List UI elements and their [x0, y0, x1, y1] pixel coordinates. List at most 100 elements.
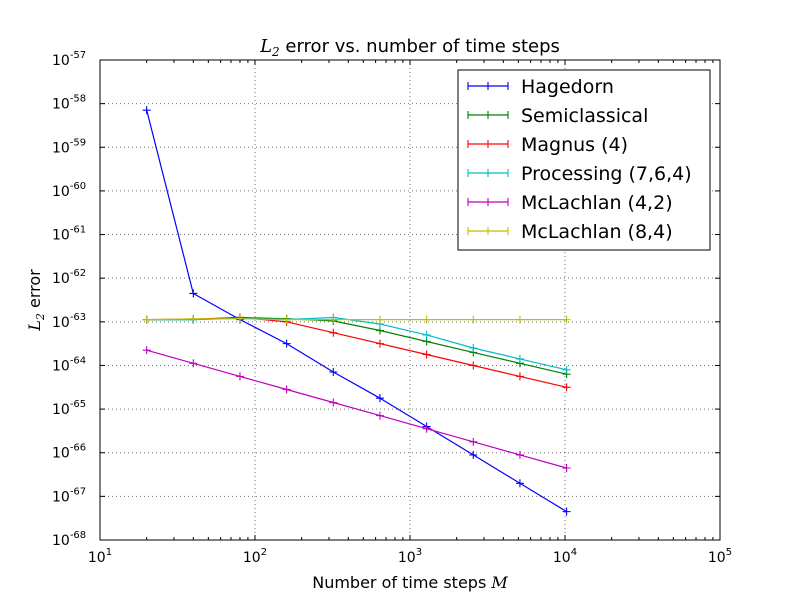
data-point	[515, 372, 524, 381]
data-point	[375, 315, 384, 324]
legend-marker-ends	[467, 227, 509, 235]
x-tick-label-exp: 5	[726, 547, 732, 558]
data-point	[422, 330, 431, 339]
data-point	[142, 106, 151, 115]
y-tick-label-exp: -65	[70, 399, 86, 410]
chart-title-sub: 2	[271, 45, 280, 59]
legend-item: Processing (7,6,4)	[467, 163, 692, 185]
data-point	[189, 359, 198, 368]
legend-item: Magnus (4)	[467, 134, 628, 156]
data-point	[562, 365, 571, 374]
data-point	[515, 450, 524, 459]
legend-marker-ends	[467, 198, 509, 206]
legend-box	[457, 69, 711, 251]
legend-label: Hagedorn	[521, 76, 614, 98]
ticks	[99, 59, 721, 541]
legend-label: McLachlan (8,4)	[521, 221, 673, 243]
y-tick-label-base: 10	[52, 315, 70, 331]
y-tick-label-exp: -58	[70, 94, 86, 105]
y-tick-label-exp: -62	[70, 268, 86, 279]
legend-marker-ends	[467, 111, 509, 119]
series-line	[146, 318, 567, 321]
x-tick-label-exp: 2	[261, 547, 267, 558]
series-line	[146, 349, 567, 469]
y-tick-label: 10-68	[52, 530, 86, 549]
data-point	[515, 479, 524, 488]
x-axis-label-var: M	[490, 573, 508, 592]
y-tick-label-base: 10	[52, 53, 70, 69]
y-tick-label: 10-62	[52, 268, 86, 287]
legend-item: Semiclassical	[467, 105, 648, 127]
data-point	[282, 315, 291, 324]
legend-item: McLachlan (8,4)	[467, 221, 673, 243]
data-point	[235, 372, 244, 381]
y-tick-label: 10-66	[52, 443, 86, 462]
x-tick-label-exp: 3	[416, 547, 422, 558]
data-point	[469, 344, 478, 352]
data-point	[562, 507, 571, 516]
y-tick-label-exp: -68	[70, 530, 86, 541]
x-tick-label-base: 10	[708, 550, 726, 566]
y-tick-label-exp: -63	[70, 312, 86, 323]
data-point	[142, 315, 151, 324]
x-tick-label-base: 10	[88, 550, 106, 566]
y-axis-label-suffix: error	[25, 269, 44, 313]
legend-marker-ends	[467, 140, 509, 148]
chart-title-prefix: L	[259, 36, 272, 57]
legend-marker-ends	[467, 82, 509, 90]
y-tick-label: 10-61	[52, 225, 86, 244]
x-tick-label-exp: 4	[571, 547, 577, 558]
x-tick-label: 104	[553, 547, 577, 566]
data-point	[235, 314, 244, 323]
y-tick-label-exp: -66	[70, 443, 86, 454]
x-tick-label: 105	[708, 547, 732, 566]
data-point	[189, 314, 198, 323]
data-point	[422, 350, 431, 359]
chart-title: L2 error vs. number of time steps	[259, 36, 560, 59]
y-tick-label: 10-64	[52, 355, 86, 374]
data-point	[375, 339, 384, 348]
y-tick-label: 10-60	[52, 181, 86, 200]
y-tick-label-base: 10	[52, 140, 70, 156]
legend-marker	[484, 227, 492, 235]
y-tick-label-base: 10	[52, 97, 70, 113]
y-tick-label: 10-59	[52, 137, 86, 156]
legend-marker	[484, 140, 492, 148]
series-mclachlan-8-4	[142, 314, 571, 324]
legend-marker	[484, 169, 492, 177]
y-tick-label-exp: -61	[70, 225, 86, 236]
y-tick-label: 10-65	[52, 399, 86, 418]
data-point	[329, 368, 338, 376]
data-point	[469, 361, 478, 370]
series-line	[146, 110, 567, 513]
y-tick-label-exp: -59	[70, 137, 86, 148]
series-mclachlan-4-2	[142, 346, 571, 472]
data-point	[375, 394, 384, 403]
legend-marker	[484, 198, 492, 206]
data-point	[329, 328, 338, 337]
y-tick-label-exp: -57	[70, 50, 86, 61]
legend-marker	[484, 111, 492, 119]
data-point	[329, 315, 338, 324]
legend-item: McLachlan (4,2)	[467, 192, 673, 214]
tick-labels: 101 102 103 104 10510-5710-5810-5910-6010-61…	[52, 50, 732, 566]
data-point	[562, 315, 571, 324]
legend-marker	[484, 82, 492, 90]
data-point	[469, 450, 478, 459]
data-point	[515, 315, 524, 324]
y-axis-label-prefix: L	[25, 320, 44, 332]
chart-title-suffix: error vs. number of time steps	[280, 36, 560, 57]
data-point	[282, 385, 291, 394]
legend-label: Magnus (4)	[521, 134, 628, 156]
y-tick-label-base: 10	[52, 358, 70, 374]
x-tick-label: 103	[398, 547, 422, 566]
y-tick-label-base: 10	[52, 271, 70, 287]
x-tick-label-exp: 1	[106, 547, 112, 558]
y-tick-label-exp: -67	[70, 486, 86, 497]
y-tick-label-base: 10	[52, 184, 70, 200]
y-tick-label-base: 10	[52, 533, 70, 549]
legend-item: Hagedorn	[467, 76, 614, 98]
data-point	[422, 315, 431, 324]
data-point	[469, 437, 478, 446]
